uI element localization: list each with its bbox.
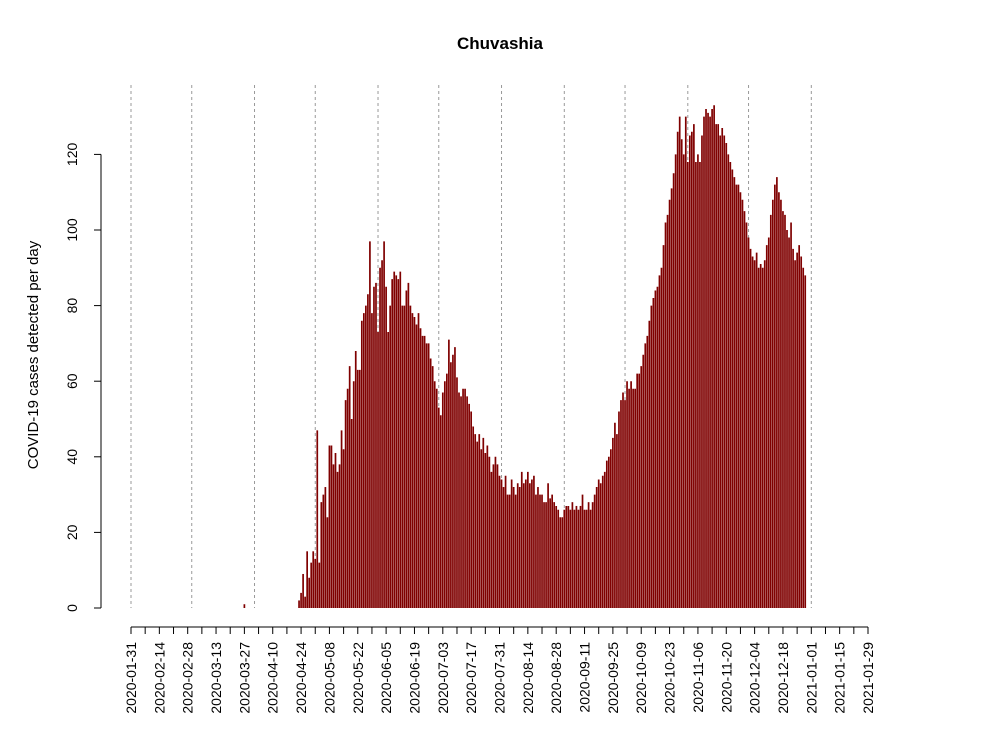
chart-title: Chuvashia bbox=[457, 34, 544, 53]
x-tick-label: 2020-11-06 bbox=[690, 642, 706, 713]
x-tick-label: 2020-03-13 bbox=[208, 642, 224, 714]
y-tick-label: 40 bbox=[64, 449, 80, 465]
y-tick-label: 0 bbox=[64, 604, 80, 612]
x-tick-label: 2020-12-04 bbox=[747, 642, 763, 714]
y-axis-label: COVID-19 cases detected per day bbox=[25, 240, 42, 469]
x-axis: 2020-01-31 2020-02-14 2020-02-28 2020-03-13… bbox=[123, 626, 876, 714]
x-tick-label: 2020-09-11 bbox=[577, 642, 593, 713]
x-tick-label: 2020-01-31 bbox=[123, 642, 139, 714]
y-tick-label: 100 bbox=[64, 218, 80, 242]
x-tick-label: 2021-01-15 bbox=[832, 642, 848, 714]
y-tick-label: 60 bbox=[64, 373, 80, 389]
x-tick-label: 2020-02-28 bbox=[180, 642, 196, 714]
x-tick-label: 2021-01-29 bbox=[860, 642, 876, 714]
y-tick-label: 120 bbox=[64, 143, 80, 167]
x-tick-label: 2020-07-17 bbox=[463, 642, 479, 714]
x-tick-label: 2020-02-14 bbox=[151, 642, 167, 714]
x-tick-label: 2020-08-28 bbox=[548, 642, 564, 714]
x-tick-label: 2020-08-14 bbox=[520, 642, 536, 714]
x-tick-label: 2020-12-18 bbox=[775, 642, 791, 714]
x-tick-label: 2020-04-24 bbox=[293, 642, 309, 714]
bars bbox=[243, 105, 807, 608]
y-tick-label: 80 bbox=[64, 298, 80, 314]
x-tick-label: 2020-05-22 bbox=[350, 642, 366, 714]
x-tick-label: 2020-11-20 bbox=[718, 642, 734, 713]
x-tick-label: 2020-06-19 bbox=[406, 642, 422, 714]
x-tick-label: 2020-09-25 bbox=[605, 642, 621, 714]
x-tick-label: 2020-07-31 bbox=[492, 642, 508, 714]
x-tick-label: 2020-04-10 bbox=[265, 642, 281, 714]
x-tick-label: 2021-01-01 bbox=[803, 642, 819, 714]
x-tick-label: 2020-06-05 bbox=[378, 642, 394, 714]
y-tick-label: 20 bbox=[64, 524, 80, 540]
y-axis: 0 20 40 60 80 100 120 bbox=[64, 143, 102, 612]
x-tick-label: 2020-03-27 bbox=[236, 642, 252, 714]
x-tick-label: 2020-10-23 bbox=[662, 642, 678, 714]
x-tick-label: 2020-07-03 bbox=[435, 642, 451, 714]
x-tick-label: 2020-05-08 bbox=[321, 642, 337, 714]
x-tick-label: 2020-10-09 bbox=[633, 642, 649, 714]
